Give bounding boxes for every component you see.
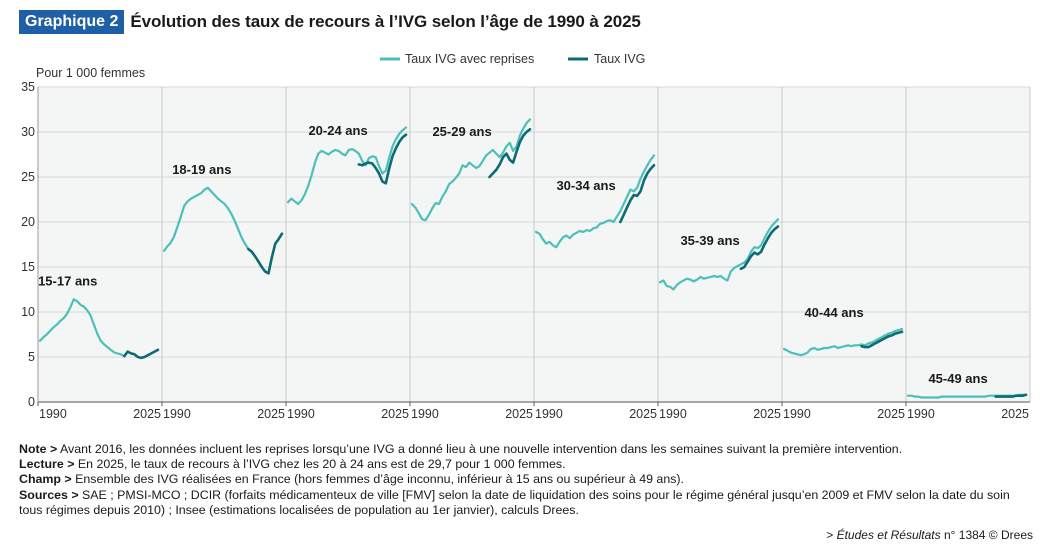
y-tick-label: 20 bbox=[21, 215, 35, 229]
panel-age-label: 45-49 ans bbox=[928, 371, 987, 386]
series-line-with-repeats bbox=[162, 186, 250, 252]
note-text: Avant 2016, les données incluent les rep… bbox=[57, 442, 903, 456]
note-label: Note > bbox=[19, 442, 58, 456]
series-line-ivg bbox=[357, 133, 408, 185]
reading-text: En 2025, le taux de recours à l’IVG chez… bbox=[74, 457, 566, 472]
series-line-ivg bbox=[739, 225, 780, 271]
legend-label-ivg: Taux IVG bbox=[594, 52, 645, 66]
y-tick-label: 25 bbox=[21, 170, 35, 184]
panel-age-label: 35-39 ans bbox=[680, 233, 739, 248]
scope-line: Champ > Ensemble des IVG réalisées en Fr… bbox=[19, 472, 1034, 487]
series-line-with-repeats bbox=[38, 298, 126, 358]
series-line-ivg bbox=[860, 330, 904, 349]
panel-age-label: 30-34 ans bbox=[556, 178, 615, 193]
chart-notes: Note > Avant 2016, les données incluent … bbox=[19, 442, 1034, 518]
scope-label: Champ > bbox=[19, 472, 72, 487]
sources-text: SAE ; PMSI-MCO ; DCIR (forfaits médicame… bbox=[19, 487, 1010, 517]
y-tick-label: 15 bbox=[21, 260, 35, 274]
sources-label: Sources > bbox=[19, 487, 79, 502]
panel-age-label: 20-24 ans bbox=[308, 123, 367, 138]
reading-label: Lecture > bbox=[19, 457, 75, 472]
x-tick-label: 2025 bbox=[381, 407, 409, 421]
panel-age-label: 25-29 ans bbox=[432, 124, 491, 139]
y-tick-label: 35 bbox=[21, 80, 35, 94]
series-line-with-repeats bbox=[658, 218, 780, 291]
note-line: Note > Avant 2016, les données incluent … bbox=[19, 442, 1034, 457]
x-tick-label: 2025 bbox=[257, 407, 285, 421]
x-tick-label: 1990 bbox=[535, 407, 563, 421]
x-tick-label: 1990 bbox=[287, 407, 315, 421]
chart-header: Graphique 2 Évolution des taux de recour… bbox=[19, 9, 641, 35]
y-tick-label: 5 bbox=[28, 350, 35, 364]
x-tick-label: 1990 bbox=[659, 407, 687, 421]
y-tick-label: 10 bbox=[21, 305, 35, 319]
x-tick-label: 1990 bbox=[39, 407, 67, 421]
chart-title: Évolution des taux de recours à l’IVG se… bbox=[130, 12, 641, 31]
series-line-with-repeats bbox=[286, 126, 408, 206]
series-line-ivg bbox=[247, 232, 284, 275]
series-line-ivg bbox=[123, 348, 160, 360]
panel-age-label: 15-17 ans bbox=[38, 273, 97, 288]
x-tick-label: 2025 bbox=[629, 407, 657, 421]
figure-badge: Graphique 2 bbox=[19, 10, 125, 34]
x-tick-label: 1990 bbox=[411, 407, 439, 421]
x-tick-label: 2025 bbox=[505, 407, 533, 421]
series-line-ivg bbox=[994, 393, 1028, 398]
x-tick-label: 2025 bbox=[753, 407, 781, 421]
series-line-ivg bbox=[618, 164, 656, 224]
x-tick-label: 2025 bbox=[877, 407, 905, 421]
publication-credit: > Études et Résultats n° 1384 © Drees bbox=[826, 528, 1033, 542]
series-line-with-repeats bbox=[534, 154, 656, 249]
scope-text: Ensemble des IVG réalisées en France (ho… bbox=[71, 472, 684, 487]
credit-prefix: > bbox=[826, 528, 837, 542]
panel-age-label: 18-19 ans bbox=[172, 162, 231, 177]
credit-suffix: n° 1384 © Drees bbox=[940, 528, 1033, 542]
y-tick-label: 30 bbox=[21, 125, 35, 139]
x-tick-label: 1990 bbox=[783, 407, 811, 421]
legend-label-with-repeats: Taux IVG avec reprises bbox=[405, 52, 534, 66]
x-tick-label: 1990 bbox=[907, 407, 935, 421]
series-line-with-repeats bbox=[410, 118, 532, 222]
x-tick-label: 2025 bbox=[133, 407, 161, 421]
x-tick-label: 1990 bbox=[163, 407, 191, 421]
panel-age-label: 40-44 ans bbox=[804, 305, 863, 320]
y-axis-label: Pour 1 000 femmes bbox=[36, 66, 145, 80]
sources-line: Sources > SAE ; PMSI-MCO ; DCIR (forfait… bbox=[19, 488, 1034, 518]
y-tick-label: 0 bbox=[28, 395, 35, 409]
x-tick-label: 2025 bbox=[1001, 407, 1029, 421]
reading-line: Lecture > En 2025, le taux de recours à … bbox=[19, 457, 1034, 472]
series-line-ivg bbox=[488, 128, 532, 179]
series-line-with-repeats bbox=[782, 328, 904, 357]
credit-publication: Études et Résultats bbox=[836, 528, 941, 542]
